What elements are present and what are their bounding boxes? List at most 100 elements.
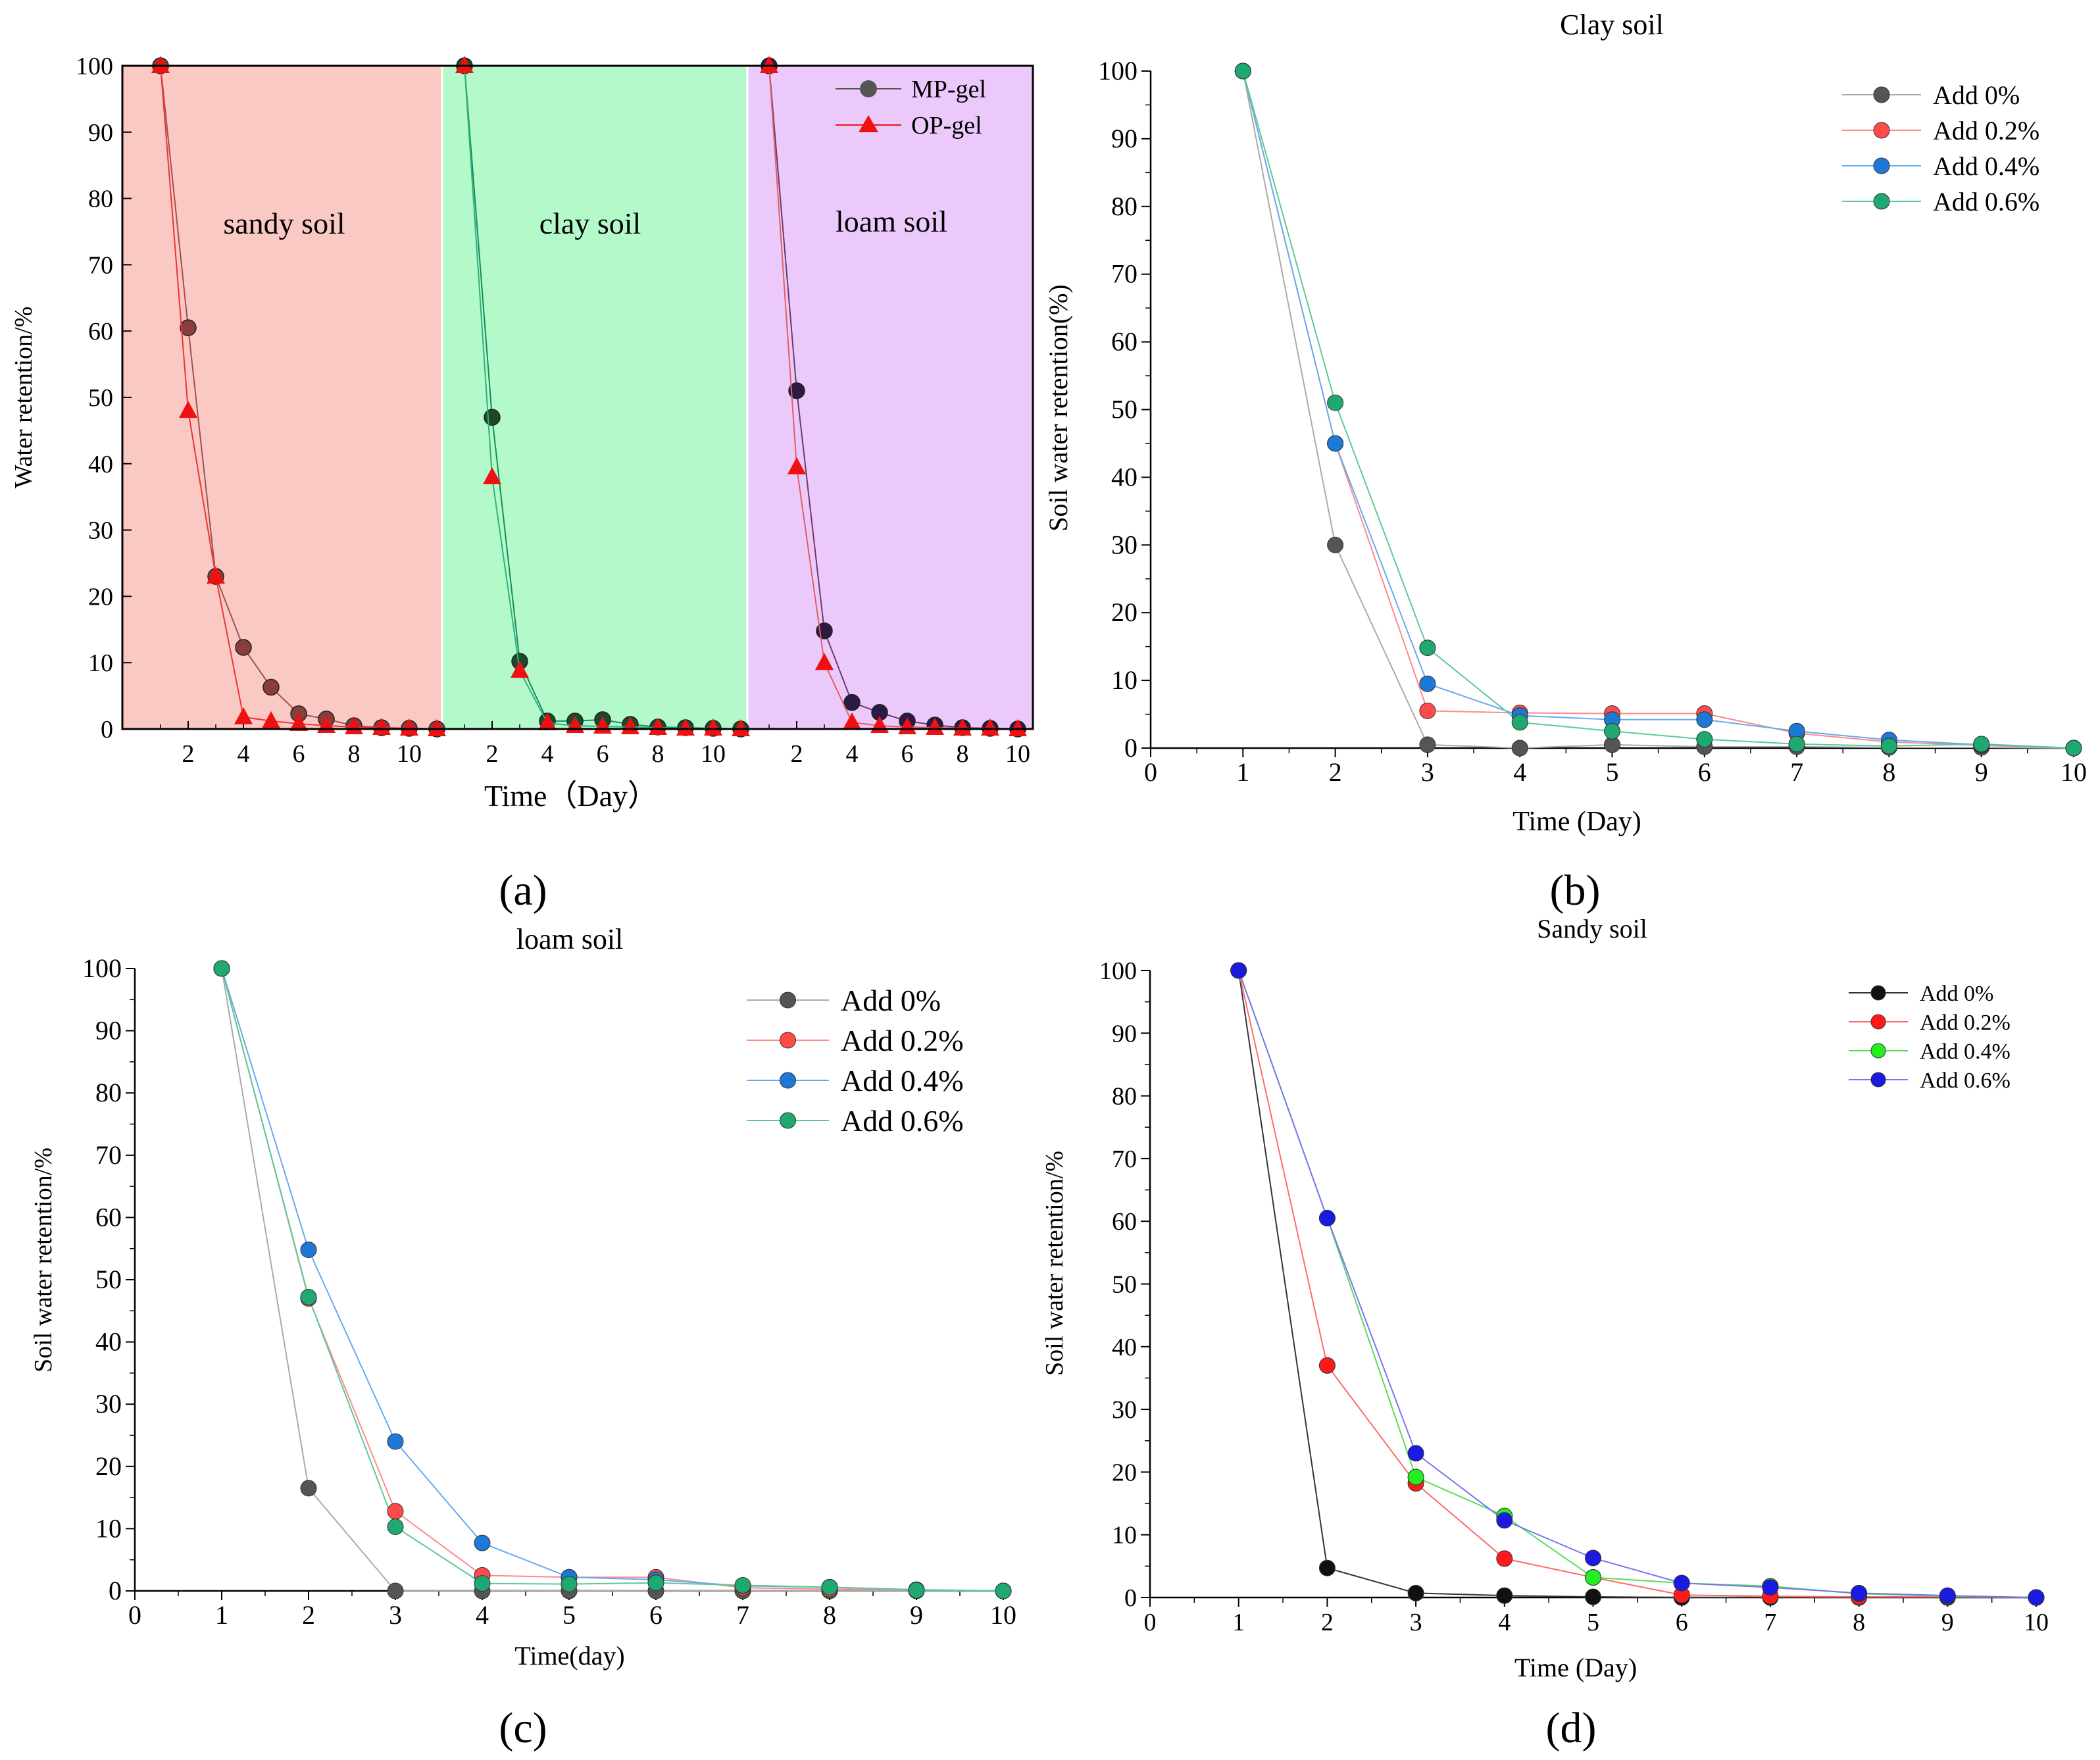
x-tick-label-c: 10	[990, 1600, 1016, 1630]
x-tick-label-a: 8	[957, 740, 969, 768]
y-tick-label-c: 20	[95, 1451, 122, 1481]
data-point-add-0-6	[908, 1582, 925, 1599]
data-point-add-0-6	[1419, 640, 1436, 657]
x-tick-label-d: 7	[1764, 1609, 1776, 1636]
x-tick-label-d: 8	[1853, 1609, 1865, 1636]
x-tick-label-a: 2	[486, 740, 499, 768]
legend-label-add-0-2: Add 0.2%	[1933, 116, 2039, 145]
y-tick-label-a: 80	[88, 186, 113, 213]
y-tick-label-a: 10	[88, 649, 113, 677]
data-point-add-0-6	[1973, 736, 1990, 753]
y-tick-label-b: 30	[1111, 530, 1138, 559]
legend-c: Add 0% Add 0.2% Add 0.4% Add 0.6%	[747, 984, 964, 1138]
y-tick-label-c: 0	[109, 1576, 122, 1605]
x-tick-label-a: 6	[293, 740, 305, 768]
data-point-add-0	[1496, 1587, 1513, 1604]
data-point-add-0-2	[387, 1503, 404, 1520]
x-axis-label-c: Time(day)	[514, 1641, 624, 1671]
data-point-add-0-6	[1696, 731, 1713, 748]
x-tick-label-b: 2	[1329, 757, 1342, 787]
data-point-add-0-6	[1880, 738, 1897, 755]
data-point-add-0	[1585, 1588, 1601, 1605]
y-tick-label-b: 50	[1111, 395, 1138, 424]
y-tick-label-d: 70	[1112, 1145, 1137, 1173]
data-point-add-0	[1419, 736, 1436, 753]
x-tick-label-a: 10	[397, 740, 422, 768]
data-point-add-0-6	[1511, 714, 1528, 731]
data-point-add-0-6	[995, 1582, 1012, 1599]
legend-marker-add-0	[780, 992, 796, 1009]
data-point-op-gel	[1009, 719, 1027, 736]
data-point-op-gel	[428, 719, 446, 736]
data-point-op-gel	[151, 56, 170, 73]
x-tick-label-d: 10	[2024, 1609, 2049, 1636]
y-axis-label-c: Soil water retention/%	[30, 1147, 57, 1372]
data-point-add-0-2	[1496, 1550, 1513, 1567]
data-point-op-gel	[732, 719, 750, 736]
panel-label-a: (a)	[499, 867, 547, 915]
data-point-op-gel	[455, 56, 474, 73]
data-point-add-0-6	[1407, 1445, 1424, 1462]
data-point-add-0-6	[1939, 1587, 1956, 1604]
y-tick-label-b: 40	[1111, 462, 1138, 491]
y-tick-label-b: 20	[1111, 597, 1138, 627]
data-point-add-0	[1327, 536, 1344, 553]
series-line-add-0-4	[1242, 70, 2074, 749]
x-tick-label-b: 4	[1513, 757, 1526, 787]
y-tick-label-d: 90	[1112, 1020, 1137, 1047]
x-tick-label-d: 6	[1676, 1609, 1688, 1636]
y-tick-label-d: 60	[1112, 1208, 1137, 1236]
x-tick-label-a: 4	[238, 740, 250, 768]
legend-b: Add 0% Add 0.2% Add 0.4% Add 0.6%	[1842, 80, 2039, 216]
data-point-add-0	[1511, 740, 1528, 757]
x-tick-label-c: 9	[910, 1600, 923, 1630]
data-point-op-gel	[788, 457, 806, 474]
data-point-add-0-6	[561, 1576, 578, 1593]
data-point-add-0-4	[1696, 711, 1713, 728]
y-tick-label-d: 10	[1112, 1522, 1137, 1549]
data-point-op-gel	[483, 466, 501, 484]
y-tick-label-c: 100	[82, 953, 122, 983]
y-axis-label-b: Soil water retention(%)	[1043, 284, 1073, 531]
data-point-add-0-6	[1788, 736, 1805, 753]
data-point-mp-gel	[788, 382, 805, 399]
panel-b: Clay soil 0 10 20 30 40 50 60 70 80 90 100 0 1 2 3 4 5 6 7…	[1043, 9, 2087, 915]
legend-marker-mp-gel	[860, 80, 877, 97]
x-tick-label-a: 4	[541, 740, 554, 768]
y-tick-label-b: 70	[1111, 259, 1138, 289]
data-point-add-0-6	[1318, 1209, 1336, 1226]
x-axis-label-d: Time (Day)	[1514, 1653, 1637, 1682]
x-tick-label-b: 5	[1606, 757, 1619, 787]
data-point-mp-gel	[262, 678, 280, 696]
series-line-add-0-6	[221, 968, 1004, 1592]
data-point-add-0-6	[1230, 962, 1247, 979]
data-point-add-0-2	[1318, 1357, 1336, 1374]
data-point-op-gel	[511, 661, 529, 678]
x-tick-label-d: 2	[1321, 1609, 1334, 1636]
data-point-add-0-4	[300, 1242, 317, 1259]
x-tick-label-b: 7	[1790, 757, 1803, 787]
chart-title-d: Sandy soil	[1537, 914, 1647, 943]
data-point-add-0-6	[387, 1519, 404, 1536]
data-point-add-0	[1318, 1559, 1336, 1576]
data-point-op-gel	[676, 718, 695, 736]
data-point-add-0	[300, 1480, 317, 1497]
legend-marker-add-0	[1873, 86, 1890, 103]
y-tick-label-d: 80	[1112, 1083, 1137, 1111]
legend-label-add-0: Add 0%	[1933, 80, 2020, 110]
x-tick-label-b: 8	[1882, 757, 1895, 787]
legend-marker-add-0-4	[780, 1072, 796, 1089]
y-tick-label-a: 90	[88, 119, 113, 147]
data-point-add-0-6	[734, 1576, 751, 1594]
x-tick-label-b: 3	[1421, 757, 1434, 787]
data-point-op-gel	[704, 718, 722, 736]
y-axis-label-d: Soil water retention/%	[1041, 1151, 1068, 1376]
y-tick-label-d: 30	[1112, 1396, 1137, 1424]
x-tick-label-a: 4	[846, 740, 859, 768]
x-tick-label-b: 10	[2061, 757, 2087, 787]
x-tick-label-d: 5	[1587, 1609, 1599, 1636]
legend-label-add-0-2: Add 0.2%	[1920, 1011, 2011, 1035]
data-point-op-gel	[372, 717, 391, 735]
data-point-mp-gel	[484, 409, 501, 426]
